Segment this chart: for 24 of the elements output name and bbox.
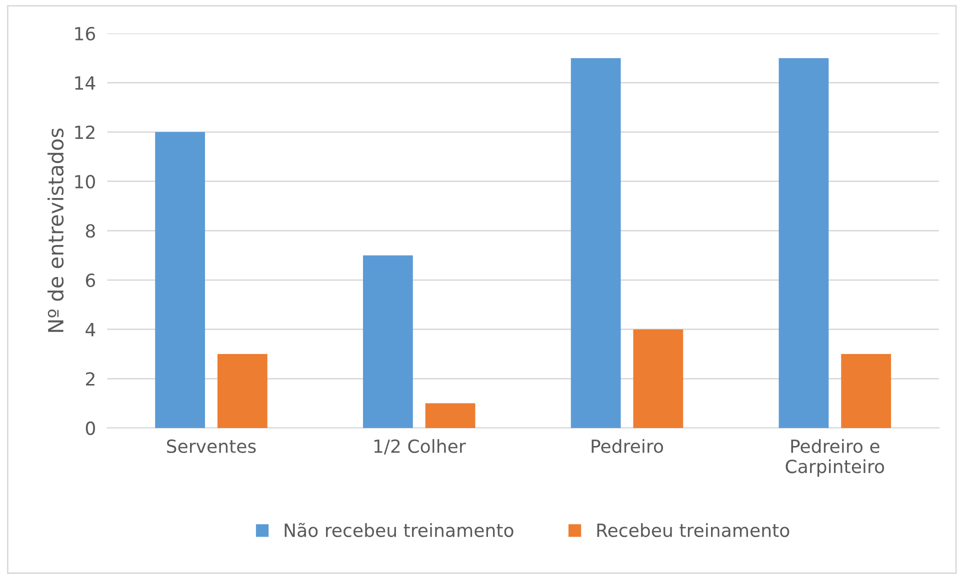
- bar: [362, 255, 413, 428]
- bar: [841, 354, 892, 428]
- y-axis-title: Nº de entrevistados: [47, 128, 64, 332]
- y-tick-label: 10: [75, 174, 95, 188]
- legend-label: Recebeu treinamento: [597, 523, 790, 538]
- y-tick-label: 8: [86, 224, 95, 238]
- bar: [155, 132, 205, 428]
- legend-label: Não recebeu treinamento: [284, 522, 514, 538]
- y-tick-label: 16: [75, 26, 96, 41]
- y-tick-label: 4: [86, 323, 96, 336]
- y-tick-label: 2: [86, 372, 94, 386]
- bar: [633, 329, 684, 428]
- x-tick-label: Pedreiro e Carpinteiro: [786, 439, 884, 477]
- bar: [778, 58, 829, 428]
- y-tick-label: 0: [86, 421, 95, 436]
- y-tick-label: 14: [75, 76, 96, 90]
- bar: [570, 58, 621, 428]
- bar: [217, 354, 268, 428]
- y-tick-label: 6: [86, 273, 96, 288]
- y-tick-label: 12: [75, 126, 94, 139]
- x-tick-label: Pedreiro: [592, 439, 664, 454]
- x-tick-label: 1/2 Colher: [374, 439, 466, 454]
- x-tick-label: Serventes: [167, 439, 256, 454]
- bar: [425, 403, 476, 428]
